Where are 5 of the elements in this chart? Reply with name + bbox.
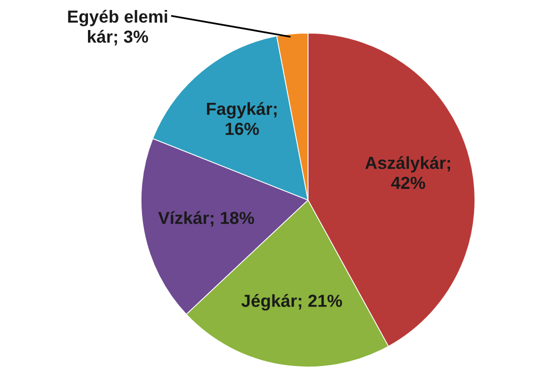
slice-label: Egyéb elemi kár; 3% xyxy=(68,10,168,46)
slice-label: Aszálykár; 42% xyxy=(365,156,450,189)
slice-label: Vízkár; 18% xyxy=(158,211,254,227)
slice-label: Jégkár; 21% xyxy=(241,294,342,310)
slice-label: Fagykár; 16% xyxy=(206,102,277,136)
